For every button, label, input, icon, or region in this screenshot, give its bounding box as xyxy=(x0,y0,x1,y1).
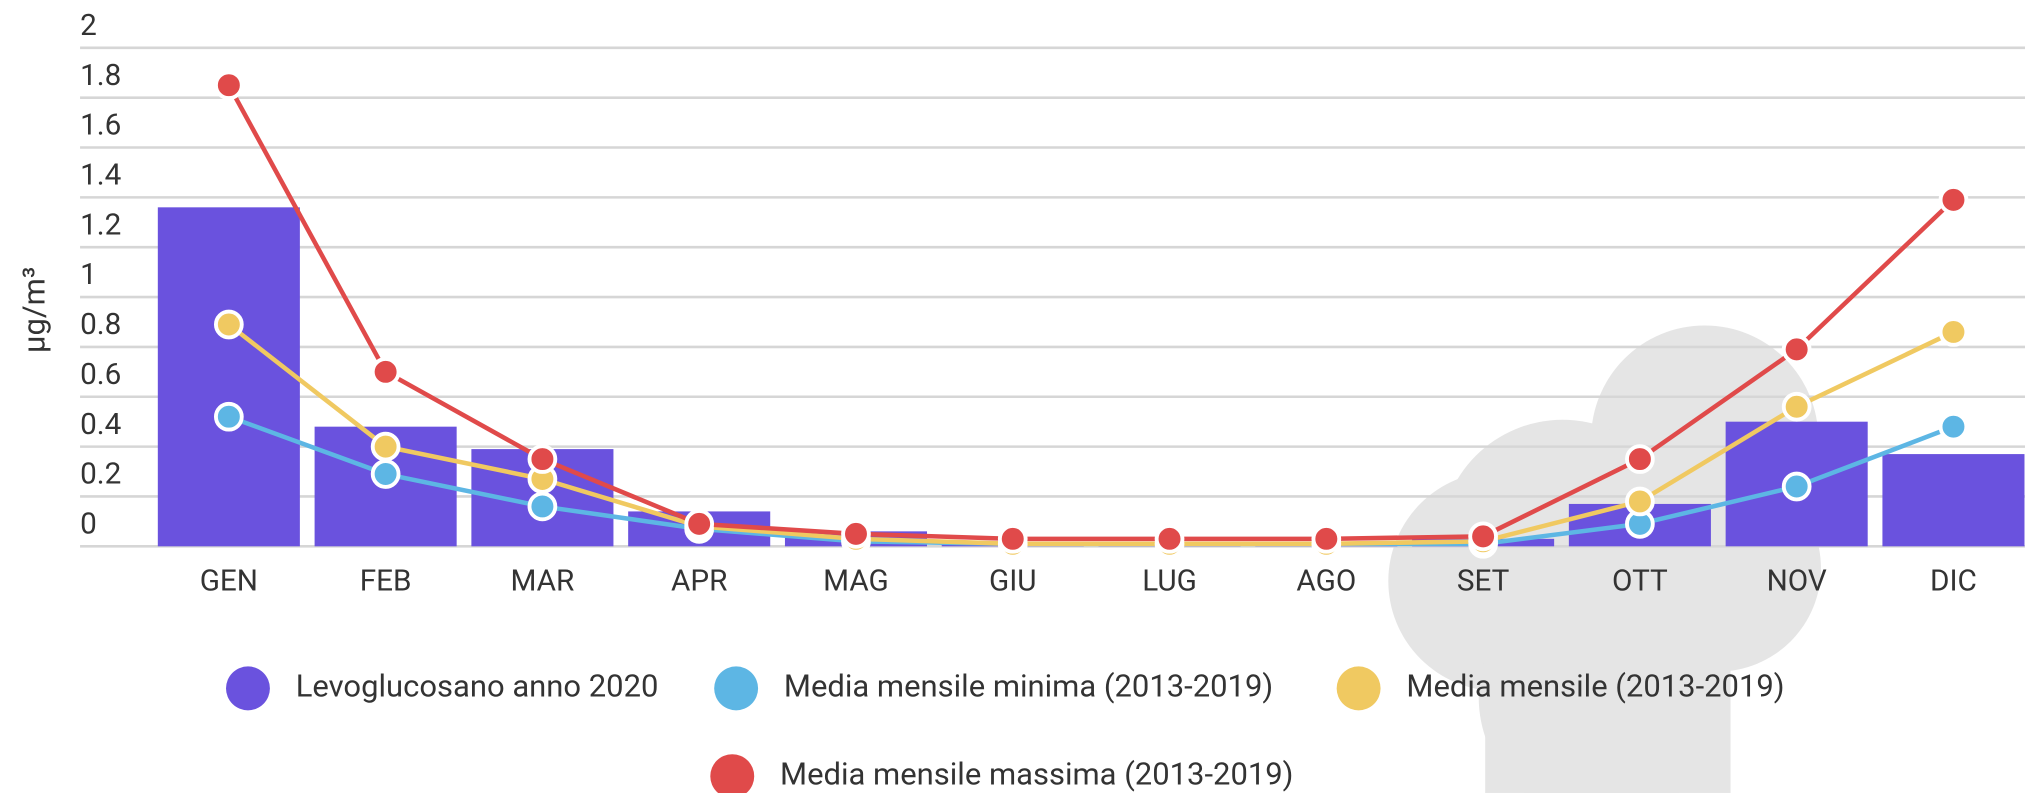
line xyxy=(226,84,1956,542)
y-tick-label: 0.6 xyxy=(80,357,121,392)
legend-swatch xyxy=(714,666,759,711)
point xyxy=(1154,523,1185,554)
point xyxy=(1781,334,1812,365)
y-tick-label: 0.4 xyxy=(80,407,122,442)
point xyxy=(1781,471,1812,502)
point xyxy=(841,518,871,549)
y-tick-label: 1.2 xyxy=(80,207,121,242)
x-tick-label: GIU xyxy=(989,563,1037,598)
legend-label: Levoglucosano anno 2020 xyxy=(296,668,659,705)
legend-swatch xyxy=(710,754,755,793)
x-tick-label: LUG xyxy=(1142,563,1197,598)
point xyxy=(1625,486,1655,517)
point xyxy=(1781,391,1812,422)
point xyxy=(527,444,558,474)
y-tick-label: 0 xyxy=(80,506,97,541)
point xyxy=(370,356,401,387)
legend-swatch xyxy=(1336,666,1381,711)
y-tick-label: 1.4 xyxy=(80,158,122,193)
y-tick-label: 1.6 xyxy=(80,108,121,143)
point xyxy=(527,491,558,522)
legend-swatch xyxy=(226,666,270,711)
point xyxy=(1311,523,1342,554)
point xyxy=(997,523,1028,554)
x-tick-label: MAR xyxy=(510,563,574,598)
x-tick-label: OTT xyxy=(1612,563,1668,598)
x-tick-label: NOV xyxy=(1767,563,1827,598)
x-tick-label: AGO xyxy=(1296,563,1356,598)
y-axis-label: µg/m³ xyxy=(15,267,52,353)
bar xyxy=(1882,454,2025,547)
y-tick-label: 0.8 xyxy=(80,307,121,342)
point xyxy=(684,509,715,539)
legend-label: Media mensile (2013-2019) xyxy=(1406,668,1784,705)
x-tick-label: MAG xyxy=(823,563,889,598)
point xyxy=(213,401,244,432)
y-tick-label: 2 xyxy=(80,8,97,43)
point xyxy=(370,431,401,462)
legend-label: Media mensile massima (2013-2019) xyxy=(780,755,1293,792)
line xyxy=(227,322,1955,547)
point xyxy=(1938,184,1969,215)
bar xyxy=(157,207,300,547)
legend-label: Media mensile minima (2013-2019) xyxy=(784,668,1273,705)
point xyxy=(213,70,244,101)
point xyxy=(1468,521,1498,552)
point xyxy=(370,459,401,489)
point xyxy=(1938,411,1969,442)
y-tick-label: 0.2 xyxy=(80,457,121,492)
x-tick-label: SET xyxy=(1457,563,1510,598)
x-tick-label: GEN xyxy=(200,563,258,598)
x-tick-label: DIC xyxy=(1930,563,1977,598)
y-tick-label: 1 xyxy=(80,257,97,292)
point xyxy=(213,309,244,340)
point xyxy=(1625,444,1655,474)
point xyxy=(1938,317,1969,347)
x-tick-label: FEB xyxy=(360,563,412,598)
x-tick-label: APR xyxy=(671,563,727,598)
y-tick-label: 1.8 xyxy=(80,58,121,93)
